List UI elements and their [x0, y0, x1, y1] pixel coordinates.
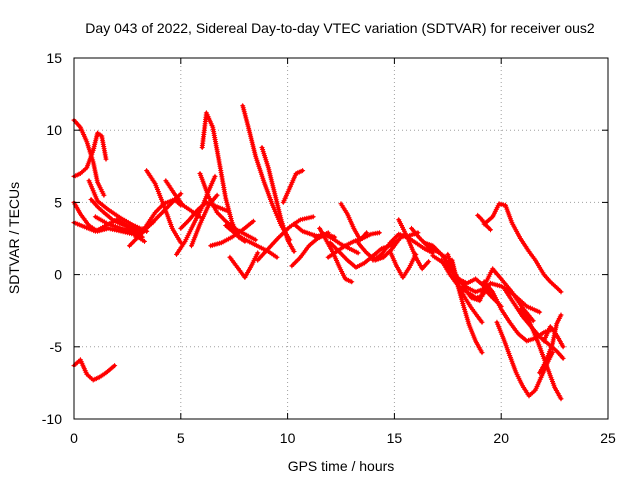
- series-arc-ab: [317, 225, 355, 285]
- series-arc-ag: [370, 231, 436, 263]
- y-axis-label: SDTVAR / TECUs: [6, 182, 22, 294]
- x-tick-label: 5: [177, 430, 185, 446]
- chart-title: Day 043 of 2022, Sidereal Day-to-day VTE…: [85, 20, 595, 36]
- x-axis-label: GPS time / hours: [288, 458, 395, 474]
- series-arc-s: [227, 250, 261, 280]
- y-tick-label: -10: [42, 411, 62, 427]
- series-arc-k: [144, 168, 184, 246]
- series-markers: [481, 279, 555, 344]
- series-arc-v: [259, 145, 297, 254]
- series-markers: [223, 223, 280, 260]
- series-markers: [255, 214, 316, 263]
- y-tick-label: 0: [54, 267, 62, 283]
- series-arc-ax: [541, 324, 566, 350]
- series-markers: [517, 306, 564, 402]
- x-tick-label: 15: [387, 430, 403, 446]
- series-arc-g: [71, 357, 118, 383]
- series-arc-j: [133, 197, 184, 240]
- series-markers: [387, 249, 419, 280]
- series-arc-aq: [481, 279, 555, 344]
- plot-series: [71, 103, 566, 402]
- y-tick-label: 5: [54, 194, 62, 210]
- series-markers: [71, 130, 109, 179]
- series-markers: [189, 192, 220, 249]
- x-tick-label: 10: [280, 430, 296, 446]
- series-arc-x: [280, 168, 306, 205]
- series-arc-u: [240, 103, 293, 243]
- y-tick-label: 10: [46, 122, 62, 138]
- series-markers: [541, 324, 566, 350]
- series-arc-b: [71, 130, 109, 179]
- series-arc-t: [223, 223, 280, 260]
- series-markers: [370, 231, 436, 263]
- series-markers: [71, 357, 118, 383]
- series-arc-w: [255, 214, 316, 263]
- series-arc-as: [475, 212, 493, 233]
- axis-ticks: 0 5 10 15 20 25 -10 -5 0 5 10 15: [42, 50, 616, 446]
- y-tick-label: 15: [46, 50, 62, 66]
- series-markers: [475, 212, 493, 233]
- series-markers: [199, 110, 248, 244]
- series-markers: [396, 217, 432, 272]
- series-arc-an: [445, 251, 485, 356]
- series-markers: [481, 201, 564, 295]
- y-tick-label: -5: [50, 339, 63, 355]
- series-arc-av: [517, 306, 564, 402]
- series-markers: [280, 168, 306, 205]
- x-tick-label: 20: [493, 430, 509, 446]
- grid: [74, 58, 608, 419]
- series-markers: [227, 250, 261, 280]
- series-arc-ah: [387, 249, 419, 280]
- plot-frame: [73, 57, 609, 420]
- series-markers: [317, 225, 355, 285]
- series-markers: [240, 103, 293, 243]
- series-arc-ao: [449, 257, 485, 325]
- series-markers: [338, 201, 370, 243]
- series-arc-ae: [338, 201, 370, 243]
- x-tick-label: 0: [70, 430, 78, 446]
- series-markers: [449, 257, 485, 325]
- series-arc-ap: [460, 266, 536, 324]
- series-arc-ai: [396, 217, 432, 272]
- x-tick-label: 25: [600, 430, 616, 446]
- series-arc-ar: [481, 201, 564, 295]
- series-markers: [144, 168, 184, 246]
